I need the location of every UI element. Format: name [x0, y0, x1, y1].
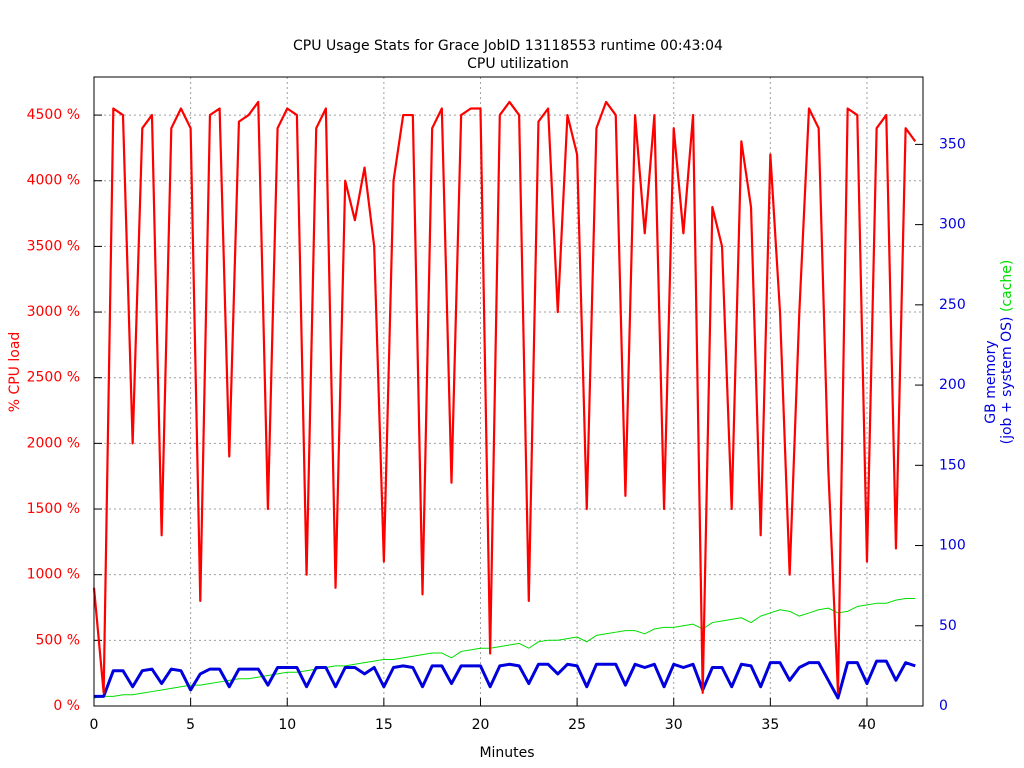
x-tick-label: 40 — [858, 717, 876, 733]
y2-tick-label: 0 — [939, 698, 948, 714]
chart-title: CPU Usage Stats for Grace JobID 13118553… — [293, 38, 723, 54]
series-line — [92, 100, 917, 694]
x-tick-label: 35 — [761, 717, 779, 733]
y2-tick-label: 100 — [939, 538, 966, 554]
chart-subtitle: CPU utilization — [467, 56, 569, 72]
x-tick-label: 5 — [186, 717, 195, 733]
y2-tick-label: 50 — [939, 618, 957, 634]
y-tick-label: 3000 % — [27, 304, 80, 320]
y-tick-label: 4500 % — [27, 107, 80, 123]
y2-axis-label-2: (job + system OS) (cache) — [999, 260, 1015, 445]
x-tick-label: 0 — [90, 717, 99, 733]
y2-axis-label-part: (cache) — [999, 260, 1015, 312]
y2-tick-label: 300 — [939, 217, 966, 233]
y2-axis-label-part: (job + system OS) — [999, 316, 1015, 444]
series-line — [94, 659, 916, 700]
x-tick-label: 30 — [665, 717, 683, 733]
y2-axis-label: GB memory — [983, 340, 999, 423]
y-tick-label: 1000 % — [27, 567, 80, 583]
y2-tick-label: 150 — [939, 457, 966, 473]
x-tick-label: 25 — [568, 717, 586, 733]
y-tick-label: 3500 % — [27, 238, 80, 254]
x-tick-label: 10 — [278, 717, 296, 733]
y-tick-label: 2000 % — [27, 435, 80, 451]
y-axis-label: % CPU load — [7, 332, 23, 413]
y-tick-label: 0 % — [53, 698, 80, 714]
x-axis-label: Minutes — [479, 745, 534, 761]
y2-tick-label: 250 — [939, 297, 966, 313]
x-tick-label: 20 — [472, 717, 490, 733]
y-tick-label: 500 % — [36, 632, 80, 648]
series-line — [93, 597, 916, 699]
y-tick-label: 2500 % — [27, 370, 80, 386]
x-tick-label: 15 — [375, 717, 393, 733]
plot-border — [93, 76, 924, 707]
y2-tick-label: 350 — [939, 136, 966, 152]
y-tick-label: 4000 % — [27, 173, 80, 189]
y-tick-label: 1500 % — [27, 501, 80, 517]
y2-tick-label: 200 — [939, 377, 966, 393]
